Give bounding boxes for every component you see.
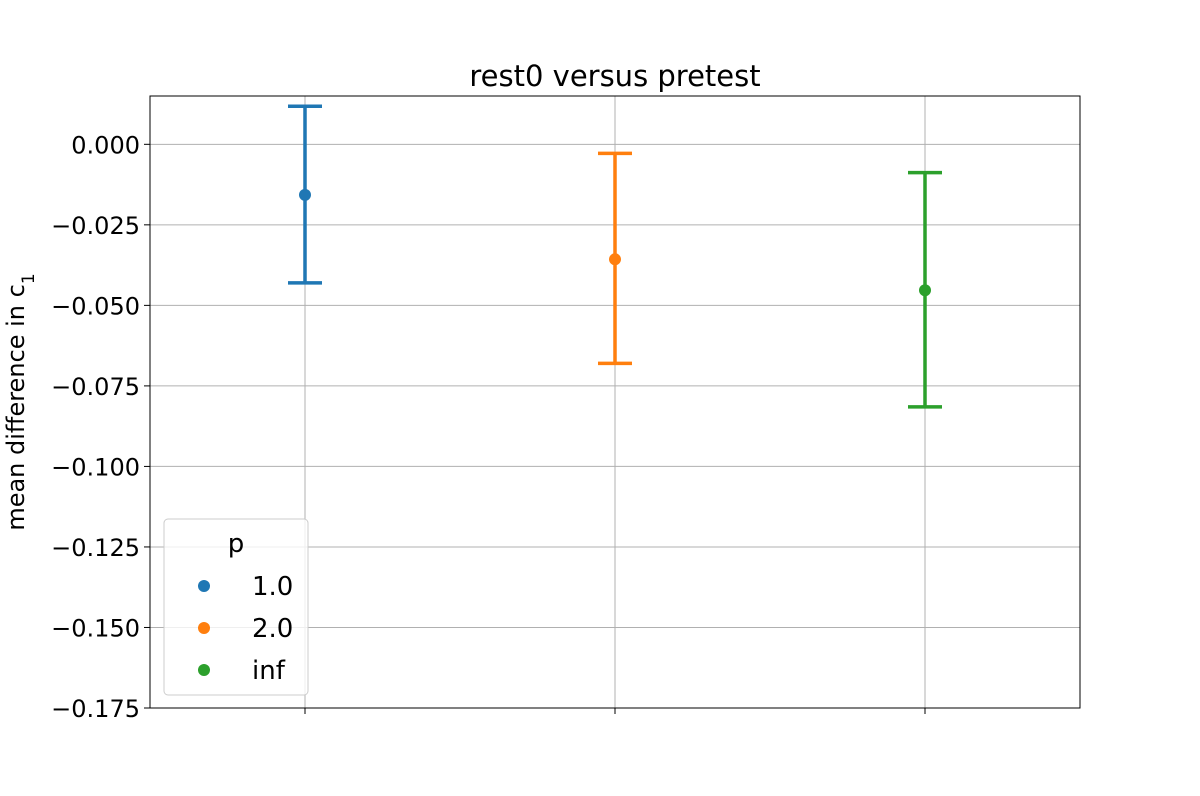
- y-tick-label: −0.175: [51, 695, 140, 723]
- y-tick-label: 0.000: [71, 131, 140, 159]
- y-tick-label: −0.050: [51, 292, 140, 320]
- y-tick-label: −0.150: [51, 614, 140, 642]
- chart-title: rest0 versus pretest: [469, 59, 760, 93]
- y-tick-label: −0.025: [51, 212, 140, 240]
- legend-title: p: [228, 529, 245, 559]
- y-tick-label: −0.125: [51, 534, 140, 562]
- legend-label: inf: [252, 656, 286, 686]
- legend-frame: [163, 518, 309, 696]
- series-inf: [908, 170, 942, 409]
- x-axis-ticks: [304, 708, 926, 714]
- y-axis-label-subscript: 1: [19, 273, 39, 284]
- y-axis-ticks: 0.000 −0.025 −0.050 −0.075 −0.100 −0.125 −0.15…: [51, 131, 150, 723]
- plot-frame: [149, 95, 1081, 709]
- legend-marker: [198, 580, 210, 592]
- legend-label: 2.0: [252, 614, 293, 644]
- legend-marker: [198, 664, 210, 676]
- series-layer: [288, 104, 942, 409]
- series-1-0: [288, 104, 322, 285]
- data-point: [609, 253, 621, 266]
- data-point: [299, 188, 311, 201]
- legend-entry: 1.0: [198, 572, 293, 602]
- y-tick-label: −0.075: [51, 373, 140, 401]
- y-axis-label-text: mean difference in c: [2, 284, 30, 531]
- legend-entry: 2.0: [198, 614, 293, 644]
- series-2-0: [598, 151, 632, 366]
- legend: p 1.0 2.0 inf: [163, 518, 309, 696]
- legend-entry: inf: [198, 656, 286, 686]
- data-point: [919, 284, 931, 297]
- y-axis-label: mean difference in c1: [2, 273, 39, 530]
- legend-label: 1.0: [252, 572, 293, 602]
- y-tick-label: −0.100: [51, 453, 140, 481]
- legend-marker: [198, 622, 210, 634]
